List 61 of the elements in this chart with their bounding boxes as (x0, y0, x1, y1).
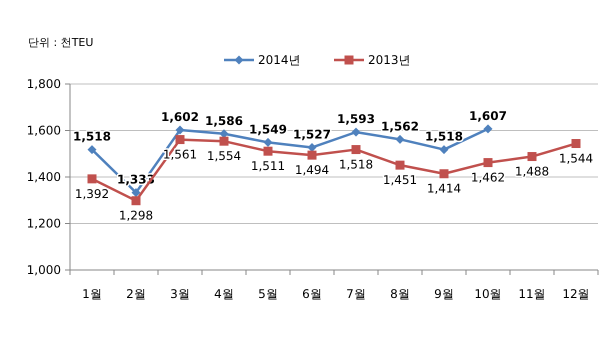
x-tick-label: 11월 (518, 287, 546, 301)
x-tick-label: 7월 (346, 287, 366, 301)
point (220, 136, 228, 146)
point (132, 188, 140, 198)
data-label: 1,527 (293, 127, 331, 142)
x-tick-label: 12월 (562, 287, 590, 301)
data-label: 1,494 (294, 163, 330, 178)
x-tick-label: 8월 (390, 287, 410, 301)
point (308, 142, 316, 152)
data-label: 1,462 (470, 170, 506, 185)
point (264, 146, 272, 156)
legend-label: 2014년 (258, 53, 301, 67)
point (484, 124, 492, 134)
data-label: 1,607 (469, 108, 507, 123)
data-label: 1,549 (249, 122, 287, 136)
point (440, 169, 448, 178)
point (528, 152, 536, 162)
x-tick-label: 2월 (126, 287, 146, 301)
x-tick-label: 3월 (170, 287, 190, 301)
y-tick-label: 1,200 (26, 216, 61, 230)
data-label: 1,451 (382, 173, 418, 188)
data-label: 1,554 (206, 149, 242, 164)
legend-label: 2013년 (368, 53, 411, 67)
data-label: 1,518 (338, 158, 374, 172)
data-label: 1,488 (514, 164, 550, 179)
y-tick-label: 1,600 (26, 124, 61, 138)
x-tick-label: 10월 (474, 287, 502, 301)
data-label: 1,414 (426, 182, 462, 196)
x-tick-label: 4월 (214, 287, 234, 301)
data-label: 1,518 (425, 130, 463, 144)
point (352, 128, 360, 137)
point (484, 158, 492, 168)
data-label: 1,586 (205, 114, 243, 128)
data-label: 1,602 (161, 110, 199, 124)
x-tick-label: 5월 (258, 287, 278, 301)
data-label: 1,511 (250, 159, 286, 174)
x-tick-label: 9월 (434, 287, 454, 301)
point (176, 135, 184, 144)
x-tick-label: 1월 (82, 287, 102, 301)
data-label: 1,562 (381, 119, 419, 134)
data-label: 1,392 (74, 186, 110, 201)
point (176, 126, 184, 135)
point (264, 138, 272, 147)
point (396, 160, 404, 170)
point (88, 174, 96, 184)
data-label: 1,518 (73, 130, 111, 144)
point (308, 150, 316, 160)
point (396, 134, 404, 144)
data-label: 1,544 (558, 152, 594, 166)
x-tick-label: 6월 (302, 287, 322, 301)
point (572, 139, 580, 148)
point (132, 196, 140, 206)
y-tick-label: 1,400 (26, 170, 61, 184)
point (440, 145, 448, 154)
data-label: 1,298 (118, 208, 154, 223)
point (88, 145, 96, 154)
data-label: 1,593 (337, 112, 375, 126)
point (352, 145, 360, 154)
text: 단위 : 천TEU (28, 36, 94, 49)
y-tick-label: 1,800 (26, 77, 61, 91)
y-tick-label: 1,000 (26, 263, 61, 277)
